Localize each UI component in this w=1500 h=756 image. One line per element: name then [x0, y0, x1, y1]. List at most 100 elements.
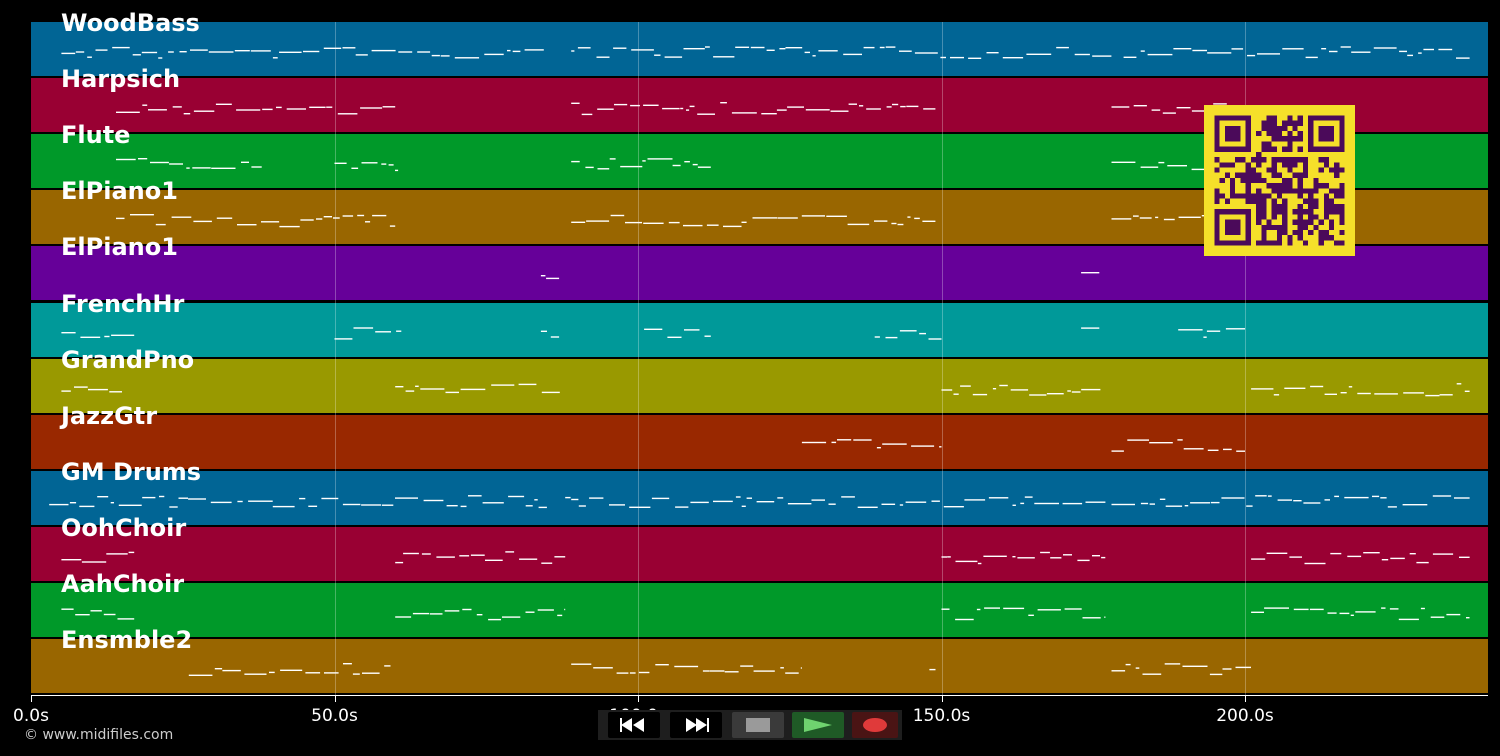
note-mark	[106, 553, 128, 555]
stop-button[interactable]	[732, 712, 784, 738]
track-lane[interactable]: OohChoir	[31, 514, 1488, 581]
record-icon	[863, 718, 887, 732]
note-mark	[1324, 498, 1330, 501]
note-mark	[697, 166, 711, 169]
note-mark	[308, 505, 318, 507]
note-mark	[208, 51, 234, 53]
note-mark	[1010, 388, 1029, 391]
note-mark	[684, 161, 690, 163]
track-notes	[188, 663, 1251, 677]
fast-forward-icon	[686, 718, 709, 732]
note-mark	[382, 106, 396, 108]
note-mark	[305, 672, 321, 674]
note-mark	[337, 113, 358, 115]
note-mark	[491, 383, 515, 386]
note-mark	[968, 57, 982, 59]
note-mark	[421, 553, 431, 555]
note-mark	[1183, 447, 1204, 450]
note-mark	[581, 113, 593, 116]
note-mark	[1459, 556, 1470, 558]
note-mark	[118, 504, 142, 506]
note-mark	[625, 222, 642, 224]
note-mark	[1092, 55, 1112, 57]
note-mark	[395, 616, 412, 618]
note-mark	[830, 110, 849, 112]
tick-mark	[941, 696, 943, 702]
track-lane[interactable]: GrandPno	[31, 346, 1488, 413]
note-mark	[361, 504, 382, 506]
note-mark	[360, 107, 383, 109]
note-mark	[1247, 54, 1256, 57]
note-mark	[415, 385, 419, 387]
note-mark	[403, 552, 419, 555]
track-name: OohChoir	[61, 513, 187, 542]
note-mark	[1024, 496, 1033, 498]
note-mark	[1439, 393, 1453, 396]
note-mark	[647, 158, 673, 160]
track-lane[interactable]: GM Drums	[31, 458, 1488, 525]
track-notes	[61, 551, 1470, 565]
note-mark	[269, 671, 275, 674]
note-mark	[643, 222, 664, 225]
note-mark	[741, 221, 747, 224]
note-mark	[244, 673, 267, 675]
rewind-button[interactable]	[608, 712, 660, 738]
play-icon	[804, 718, 832, 732]
note-mark	[1123, 56, 1137, 58]
note-mark	[1398, 618, 1419, 621]
note-mark	[190, 49, 208, 51]
note-mark	[1334, 495, 1339, 497]
note-mark	[812, 55, 816, 57]
note-mark	[1409, 552, 1416, 555]
track-lane[interactable]: WoodBass	[31, 9, 1488, 76]
note-mark	[1344, 496, 1369, 499]
track-lane[interactable]: FrenchHr	[31, 290, 1488, 357]
note-mark	[1081, 326, 1100, 329]
note-mark	[1056, 46, 1069, 49]
track-lane[interactable]: JazzGtr	[31, 402, 1488, 469]
note-mark	[596, 56, 610, 58]
note-mark	[1085, 501, 1106, 503]
note-mark	[610, 215, 625, 217]
note-mark	[735, 496, 741, 498]
note-mark	[343, 663, 352, 665]
note-mark	[1162, 112, 1176, 114]
note-mark	[1347, 555, 1362, 557]
note-mark	[168, 51, 174, 53]
note-mark	[1184, 504, 1189, 507]
note-mark	[130, 214, 154, 216]
note-mark	[554, 555, 566, 558]
note-mark	[431, 54, 440, 57]
note-mark	[276, 106, 282, 109]
note-mark	[1111, 450, 1124, 452]
note-mark	[752, 217, 778, 219]
note-mark	[169, 506, 178, 508]
note-mark	[216, 217, 233, 220]
note-mark	[75, 614, 90, 616]
note-mark	[885, 46, 896, 48]
fast-forward-button[interactable]	[670, 712, 722, 738]
note-mark	[1432, 553, 1454, 555]
note-mark	[702, 670, 710, 672]
note-mark	[907, 216, 911, 219]
play-button[interactable]	[792, 712, 844, 738]
track-name: FrenchHr	[61, 289, 185, 318]
note-mark	[684, 328, 700, 331]
note-mark	[61, 52, 76, 55]
note-mark	[1210, 501, 1220, 504]
note-mark	[186, 167, 190, 169]
track-lane[interactable]: AahChoir	[31, 570, 1488, 637]
note-mark	[1167, 165, 1187, 167]
note-mark	[309, 106, 326, 109]
note-mark	[286, 108, 306, 110]
note-mark	[1267, 495, 1272, 497]
note-mark	[1305, 56, 1318, 59]
note-mark	[900, 105, 906, 108]
note-mark	[169, 163, 183, 165]
note-mark	[261, 221, 280, 223]
note-mark	[353, 326, 374, 329]
note-mark	[280, 669, 303, 672]
track-lane[interactable]: Ensmble2	[31, 626, 1488, 694]
record-button[interactable]	[852, 712, 898, 738]
note-mark	[1251, 387, 1274, 390]
